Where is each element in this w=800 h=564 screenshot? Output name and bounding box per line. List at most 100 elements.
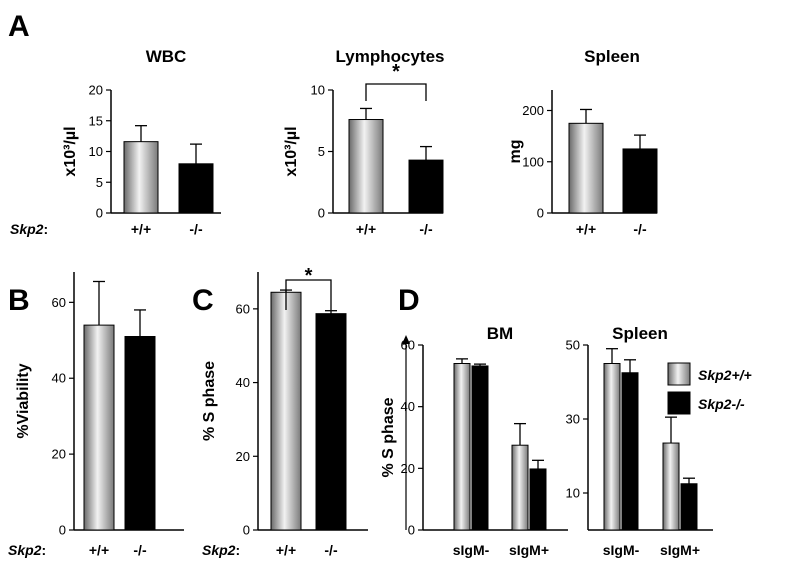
row-label-b: Skp2: (8, 542, 46, 558)
chart-title: BM (487, 324, 513, 343)
row-label-suffix: : (41, 542, 46, 558)
y-tick-label: 20 (52, 447, 66, 462)
y-tick-label: 50 (566, 338, 580, 353)
legend-swatch-ko (667, 391, 691, 415)
category-label-x: -/- (633, 221, 647, 237)
category-label-x: +/+ (89, 542, 109, 558)
row-label-c: Skp2: (202, 542, 240, 558)
y-tick-label: 5 (96, 175, 103, 190)
chart-title: Spleen (584, 47, 640, 66)
y-tick-label: 0 (243, 523, 250, 538)
svg-text:Skp2:: Skp2: (10, 221, 48, 237)
significance-star: * (305, 265, 313, 287)
row-label-gene: Skp2 (10, 221, 44, 237)
chart-viability: %Viability 0 20 40 60 +/+ -/- (15, 272, 184, 558)
category-label-sigm: sIgM+ (509, 542, 549, 558)
chart-wbc: WBC x10³/µl 0 5 10 15 20 +/+ -/- (62, 47, 221, 237)
significance-bracket (285, 279, 332, 310)
category-label-x: -/- (133, 542, 147, 558)
y-tick-label: 20 (401, 461, 415, 476)
category-label-x: -/- (324, 542, 338, 558)
row-label-gene: Skp2 (202, 542, 236, 558)
y-axis-arrowhead (402, 335, 410, 344)
row-label-suffix: : (43, 221, 48, 237)
y-tick-label: 40 (401, 399, 415, 414)
bar-x (315, 313, 347, 531)
y-tick-label: 100 (522, 154, 544, 169)
significance-bracket (365, 83, 427, 101)
row-label-gene: Skp2 (8, 542, 42, 558)
y-tick-label: 60 (236, 301, 250, 316)
y-tick-label: 60 (52, 295, 66, 310)
y-tick-label: 20 (89, 83, 103, 98)
y-tick-label: 0 (408, 523, 415, 538)
bar-x (83, 324, 115, 531)
category-label-sigm: sIgM- (453, 542, 490, 558)
category-label-sigm: sIgM+ (660, 542, 700, 558)
bar-x (568, 122, 604, 214)
panel-letter-b: B (8, 284, 30, 317)
category-label-x: +/+ (131, 221, 151, 237)
chart-lymphocytes: Lymphocytes x10³/µl 0 5 10 +/+ -/- * (283, 47, 444, 237)
row-label-suffix: : (235, 542, 240, 558)
bar-sigm-skp2 (680, 483, 698, 531)
bar-sigm-skp2 (511, 444, 529, 531)
bar-sigm-skp2 (453, 363, 471, 531)
legend-label-wt: Skp2+/+ (698, 367, 752, 383)
bar-x (124, 336, 156, 531)
y-tick-label: 0 (318, 206, 325, 221)
y-tick-label: 60 (401, 338, 415, 353)
bar-x (123, 141, 159, 214)
y-tick-label: 0 (59, 523, 66, 538)
y-tick-label: 10 (566, 486, 580, 501)
y-tick-label: 200 (522, 103, 544, 118)
y-axis-label: % S phase (201, 361, 218, 441)
y-tick-label: 40 (52, 371, 66, 386)
chart-spleen-s-phase: Spleen 10 30 50 sIgM-sIgM+ (566, 324, 713, 558)
y-tick-label: 0 (96, 206, 103, 221)
y-tick-label: 20 (236, 449, 250, 464)
y-tick-label: 10 (311, 83, 325, 98)
legend: Skp2+/+ Skp2-/- (667, 362, 752, 415)
bar-x (408, 159, 444, 214)
chart-title: Lymphocytes (336, 47, 445, 66)
category-label-sigm: sIgM- (603, 542, 640, 558)
y-tick-label: 5 (318, 144, 325, 159)
chart-s-phase: % S phase 0 20 40 60 +/+ -/- * (201, 265, 368, 558)
svg-text:Skp2:: Skp2: (8, 542, 46, 558)
legend-label-ko: Skp2-/- (698, 396, 745, 412)
legend-swatch-wt (667, 362, 691, 386)
bar-x (622, 148, 658, 214)
bar-sigm-skp2 (662, 442, 680, 531)
svg-text:Skp2:: Skp2: (202, 542, 240, 558)
y-tick-label: 10 (89, 144, 103, 159)
panel-letter-c: C (192, 284, 214, 317)
y-axis-label: %Viability (15, 363, 32, 438)
row-label-a: Skp2: (10, 221, 48, 237)
bar-sigm-skp2 (621, 372, 639, 531)
category-label-x: +/+ (356, 221, 376, 237)
chart-bm-s-phase: BM % S phase 0 20 40 60 sIgM-sIgM+ (380, 324, 568, 558)
y-axis-label: mg (507, 140, 524, 164)
category-label-x: -/- (419, 221, 433, 237)
significance-star: * (392, 61, 400, 83)
category-label-x: +/+ (276, 542, 296, 558)
bar-x (270, 291, 302, 531)
chart-title: WBC (146, 47, 187, 66)
y-tick-label: 30 (566, 412, 580, 427)
panel-letter-a: A (8, 10, 30, 43)
chart-spleen-weight: Spleen mg 0 100 200 +/+ -/- (507, 47, 658, 237)
panel-letter-d: D (398, 284, 420, 317)
bar-sigm-skp2 (529, 468, 547, 531)
y-tick-label: 0 (537, 206, 544, 221)
y-axis-label: % S phase (380, 397, 397, 477)
category-label-x: +/+ (576, 221, 596, 237)
y-tick-label: 40 (236, 375, 250, 390)
chart-title: Spleen (612, 324, 668, 343)
y-axis-label: x10³/µl (283, 126, 300, 176)
y-axis-label: x10³/µl (62, 126, 79, 176)
bar-x (348, 119, 384, 214)
category-label-x: -/- (189, 221, 203, 237)
bar-sigm-skp2 (471, 365, 489, 531)
